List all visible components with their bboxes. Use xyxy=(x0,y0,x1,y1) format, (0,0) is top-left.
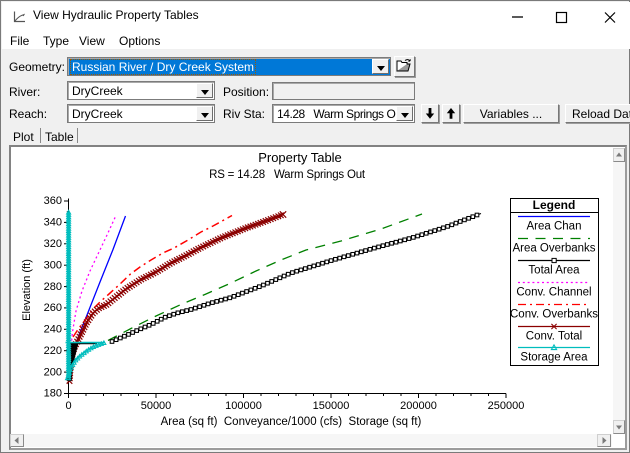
svg-text:280: 280 xyxy=(44,281,62,293)
svg-text:Elevation (ft): Elevation (ft) xyxy=(21,259,33,321)
svg-text:200000: 200000 xyxy=(400,400,437,412)
svg-text:340: 340 xyxy=(44,217,62,229)
svg-text:RS = 14.28 Warm Springs Out: RS = 14.28 Warm Springs Out xyxy=(209,169,366,181)
svg-text:240: 240 xyxy=(44,324,62,336)
svg-text:220: 220 xyxy=(44,345,62,357)
svg-text:Conv. Total: Conv. Total xyxy=(526,331,582,343)
svg-text:Area (sq ft) Conveyance/1000: Area (sq ft) Conveyance/1000 (cfs) Stora… xyxy=(161,416,422,428)
svg-text:Conv. Channel: Conv. Channel xyxy=(516,287,591,299)
svg-text:320: 320 xyxy=(44,238,62,250)
svg-text:Total Area: Total Area xyxy=(528,265,580,277)
svg-text:Legend: Legend xyxy=(533,198,576,212)
svg-text:260: 260 xyxy=(44,302,62,314)
svg-text:250000: 250000 xyxy=(488,400,525,412)
svg-text:150000: 150000 xyxy=(313,400,350,412)
svg-text:200: 200 xyxy=(44,366,62,378)
svg-text:50000: 50000 xyxy=(141,400,172,412)
svg-text:100000: 100000 xyxy=(225,400,262,412)
svg-text:0: 0 xyxy=(65,400,71,412)
svg-text:180: 180 xyxy=(44,388,62,400)
svg-text:Area Overbanks: Area Overbanks xyxy=(512,243,595,255)
svg-text:300: 300 xyxy=(44,259,62,271)
svg-text:Storage Area: Storage Area xyxy=(520,352,588,364)
svg-text:Property Table: Property Table xyxy=(258,150,342,165)
svg-text:360: 360 xyxy=(44,195,62,207)
svg-text:Conv. Overbanks: Conv. Overbanks xyxy=(510,309,598,321)
svg-text:Area Chan: Area Chan xyxy=(527,221,582,233)
